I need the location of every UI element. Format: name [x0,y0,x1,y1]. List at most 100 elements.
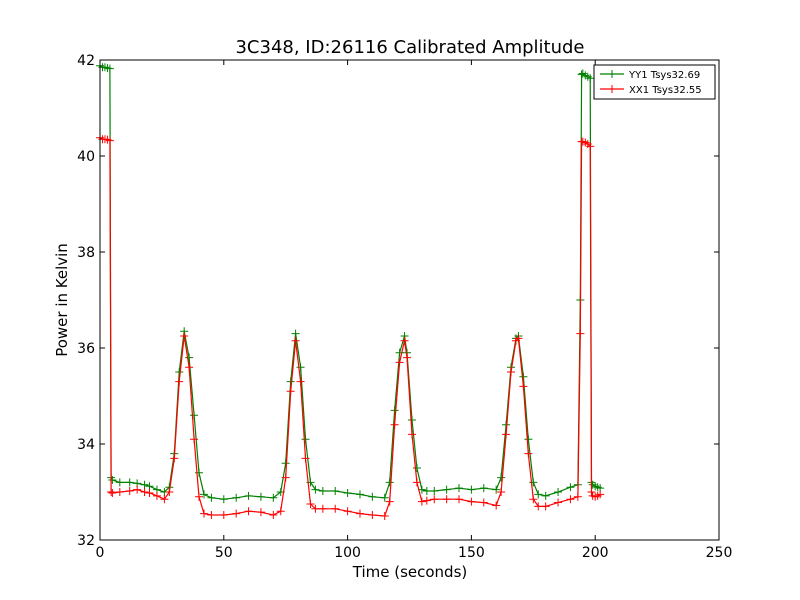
x-tick-label: 0 [96,545,105,561]
data-point [125,487,134,496]
data-point [390,406,399,415]
data-point [244,491,253,500]
data-point [422,496,431,505]
legend-marker [608,70,616,78]
data-point [331,487,340,496]
data-point [529,495,538,504]
data-point [407,416,416,424]
legend-label: YY1 Tsys32.69 [628,70,700,81]
data-point [368,511,377,520]
data-point [442,495,451,504]
data-point [390,420,399,429]
x-tick-label: 50 [215,545,233,561]
data-point [343,507,352,516]
y-tick-label: 42 [77,53,95,69]
data-point [199,509,208,518]
data-point [417,497,426,506]
data-point [400,336,409,345]
data-point [190,435,199,444]
data-point [296,377,305,386]
data-point [492,485,501,494]
data-point [541,491,550,500]
data-point [140,488,149,496]
data-point [185,353,194,362]
data-point [380,493,389,502]
data-point [467,485,476,494]
data-point [519,382,528,391]
data-point [455,484,464,493]
data-point [256,492,265,501]
data-point [281,459,290,468]
data-point [442,485,451,494]
data-point [430,487,439,496]
data-point [232,493,241,502]
data-point [554,488,563,496]
y-tick-label: 38 [77,245,95,261]
data-point [276,507,285,516]
chart-title: 3C348, ID:26116 Calibrated Amplitude [235,37,584,58]
data-point [566,483,575,492]
data-point [219,495,228,504]
x-tick-label: 150 [458,545,485,561]
legend-marker [608,85,616,93]
data-point [554,498,563,507]
legend-box [593,64,716,100]
plot-area [96,61,605,520]
data-point [492,501,501,510]
y-tick-label: 34 [77,437,95,453]
y-tick-label: 36 [77,341,95,357]
data-point [534,502,543,511]
data-point [291,336,300,345]
data-point [331,504,340,513]
data-point [244,507,253,516]
x-tick-label: 250 [706,545,733,561]
data-point [412,478,421,487]
data-point [422,487,431,496]
data-point [407,430,416,439]
y-axis-label: Power in Kelvin [53,243,71,357]
data-point [502,430,511,439]
data-point [190,411,199,420]
data-point [385,497,394,506]
data-point [311,485,320,494]
data-point [180,332,189,340]
data-point [455,495,464,504]
data-point [596,490,605,499]
data-point [301,454,310,463]
series-line [99,65,601,500]
data-point [514,334,523,343]
data-point [385,478,394,487]
data-point [170,454,179,463]
data-point [286,377,295,386]
data-point [108,476,117,484]
data-point [497,488,506,496]
data-point [412,464,421,472]
data-point [403,353,412,362]
data-point [160,495,169,504]
data-point [576,329,585,338]
data-point [507,368,516,376]
data-point [207,511,216,520]
legend-label: XX1 Tsys32.55 [629,85,702,96]
x-tick-label: 100 [334,545,361,561]
data-point [256,508,265,517]
data-point [395,358,404,367]
data-point [368,492,377,501]
data-point [519,372,528,381]
data-point [479,498,488,507]
plot-frame [99,59,720,541]
data-point [541,502,550,511]
data-point [145,482,154,491]
data-point [529,478,538,487]
data-point [269,511,278,520]
data-point [318,487,327,496]
data-point [165,488,174,496]
data-point [199,490,208,499]
data-point [479,484,488,493]
data-point [286,387,295,396]
data-point [524,449,533,458]
x-axis-label: Time (seconds) [352,563,468,581]
data-point [185,363,194,372]
data-point [534,490,543,499]
